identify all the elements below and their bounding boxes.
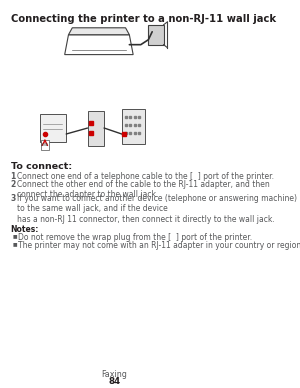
Text: Faxing: Faxing	[101, 370, 127, 379]
Text: LINE: LINE	[41, 143, 49, 147]
Text: Connect the other end of the cable to the RJ-11 adapter, and then connect the ad: Connect the other end of the cable to th…	[17, 180, 269, 199]
Polygon shape	[68, 28, 129, 35]
FancyBboxPatch shape	[122, 109, 145, 144]
Text: Connecting the printer to a non-RJ-11 wall jack: Connecting the printer to a non-RJ-11 wa…	[11, 14, 276, 24]
Text: Notes:: Notes:	[11, 225, 39, 234]
Text: 2: 2	[11, 180, 16, 189]
Text: Do not remove the wrap plug from the [  ] port of the printer.: Do not remove the wrap plug from the [ ]…	[18, 233, 252, 242]
Text: ■: ■	[13, 241, 18, 246]
Polygon shape	[148, 25, 164, 45]
Text: 3: 3	[11, 194, 16, 203]
Text: Connect one end of a telephone cable to the [  ] port of the printer.: Connect one end of a telephone cable to …	[17, 172, 274, 181]
FancyBboxPatch shape	[88, 111, 104, 146]
Text: ■: ■	[13, 233, 18, 238]
FancyBboxPatch shape	[41, 140, 49, 150]
Text: 1: 1	[11, 172, 16, 181]
Text: To connect:: To connect:	[11, 162, 72, 171]
FancyBboxPatch shape	[40, 114, 66, 142]
Text: If you want to connect another device (telephone or answering machine) to the sa: If you want to connect another device (t…	[17, 194, 297, 224]
Text: 84: 84	[108, 377, 120, 386]
Text: The printer may not come with an RJ-11 adapter in your country or region.: The printer may not come with an RJ-11 a…	[18, 241, 300, 250]
